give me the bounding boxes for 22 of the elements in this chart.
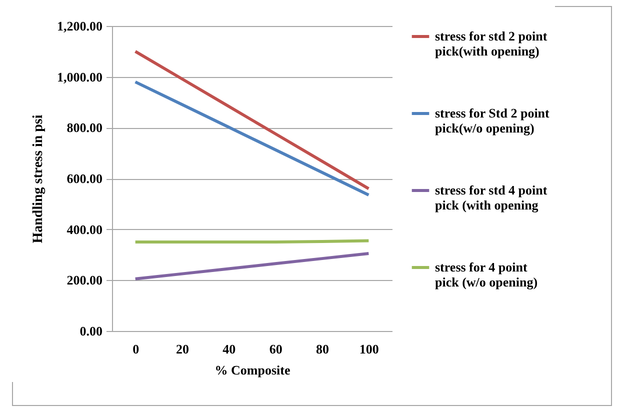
line-series: [134, 252, 370, 280]
legend-label: stress for 4 point pick (w/o opening): [435, 260, 538, 290]
y-axis-title: Handling stress in psi: [31, 114, 46, 244]
y-tick-label: 1,000.00: [57, 69, 102, 84]
y-tick-label: 400.00: [66, 222, 102, 237]
y-tick-label: 200.00: [66, 272, 102, 288]
line-series: [134, 80, 370, 197]
x-axis-title: % Composite: [214, 362, 290, 378]
line-series: [134, 50, 370, 190]
x-tick-label: 40: [222, 342, 236, 356]
legend-label: stress for std 2 point pick(with opening): [435, 28, 548, 58]
x-tick-label: 0: [132, 342, 140, 356]
x-tick-label: 20: [176, 342, 189, 356]
x-tick-label: 60: [269, 342, 282, 356]
x-tick-label: 80: [316, 342, 329, 356]
legend-label: stress for std 4 point pick (with opening: [435, 182, 548, 212]
y-tick-label: 1,200.00: [57, 18, 102, 34]
x-tick-label: 100: [359, 342, 379, 356]
y-tick-label: 800.00: [66, 120, 102, 136]
y-tick-label: 0.00: [80, 324, 102, 338]
legend-label: stress for Std 2 point pick(w/o opening): [435, 106, 550, 136]
y-tick-label: 600.00: [66, 171, 102, 186]
